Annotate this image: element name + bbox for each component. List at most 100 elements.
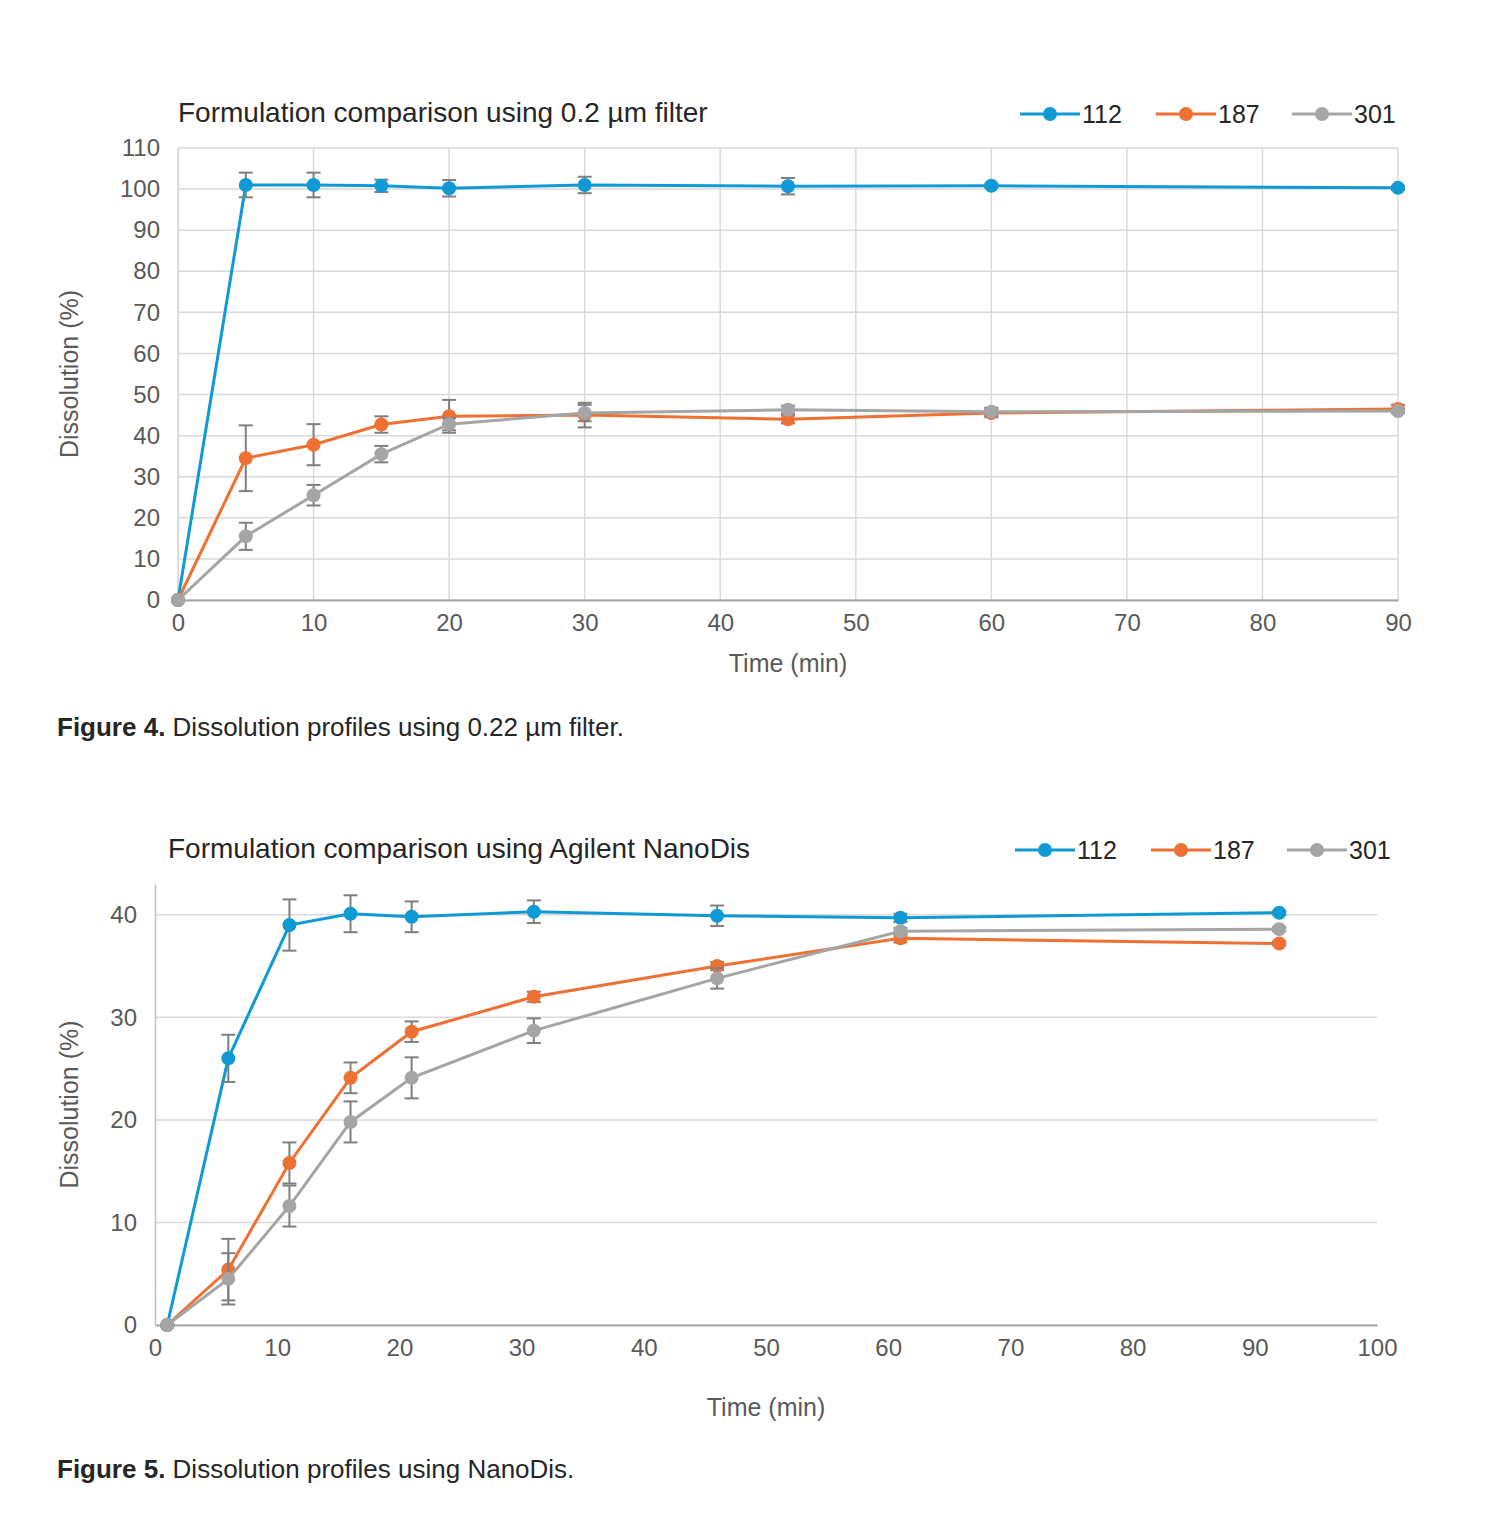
error-bar (442, 180, 456, 196)
grid-line-y (178, 312, 1398, 314)
series-line (178, 185, 1398, 600)
x-tick-label: 60 (875, 1334, 902, 1361)
data-point (344, 1071, 358, 1085)
error-bar-cap (578, 192, 592, 194)
grid-line-y (178, 558, 1398, 560)
series-line (178, 410, 1398, 600)
error-bar (307, 424, 321, 465)
x-tick-label: 30 (509, 1334, 536, 1361)
error-bar (282, 1142, 296, 1183)
data-point (527, 990, 541, 1004)
y-tick: 10 (133, 545, 178, 572)
error-bar (374, 416, 388, 432)
error-bar-cap (405, 931, 419, 933)
data-point (1391, 404, 1405, 418)
x-tick-label: 80 (1120, 1334, 1147, 1361)
data-point (344, 907, 358, 921)
error-bar (710, 906, 724, 927)
data-point (160, 1318, 174, 1332)
grid-line-y (155, 1017, 1377, 1019)
y-tick: 90 (133, 216, 178, 243)
legend-swatch-marker (1174, 843, 1188, 857)
error-bar-cap (282, 950, 296, 952)
error-bar-cap (405, 900, 419, 902)
caption: Figure 4. Dissolution profiles using 0.2… (57, 712, 624, 742)
y-tick-label: 100 (120, 175, 160, 202)
legend-label: 187 (1218, 100, 1260, 128)
data-point (282, 1156, 296, 1170)
grid-line-x (991, 148, 993, 600)
data-point (160, 1318, 174, 1332)
error-bar (710, 968, 724, 989)
data-point (221, 1272, 235, 1286)
x-tick: 60 (978, 600, 1005, 636)
error-bar-cap (239, 522, 253, 524)
x-tick-label: 10 (301, 609, 328, 636)
grid-line-y (178, 353, 1398, 355)
error-bar-cap (307, 423, 321, 425)
error-bar-cap (578, 176, 592, 178)
error-bar (374, 446, 388, 462)
y-tick-label: 40 (133, 422, 160, 449)
x-tick: 40 (707, 600, 734, 636)
error-bar (239, 523, 253, 550)
data-point (1272, 906, 1286, 920)
error-bar (307, 485, 321, 506)
x-axis: 0102030405060708090 (172, 600, 1412, 636)
error-bar (578, 403, 592, 428)
error-bar (221, 1035, 235, 1082)
y-axis-line (178, 149, 180, 601)
error-bar-cap (282, 1226, 296, 1228)
error-bar-cap (221, 1303, 235, 1305)
error-bar-cap (282, 1185, 296, 1187)
data-point (282, 1199, 296, 1213)
x-tick: 60 (875, 1325, 902, 1361)
error-bar-cap (578, 420, 592, 422)
y-tick: 80 (133, 257, 178, 284)
error-bar-cap (374, 415, 388, 417)
error-bar-cap (442, 432, 456, 434)
data-point (307, 438, 321, 452)
y-tick: 30 (133, 463, 178, 490)
y-tick-label: 40 (110, 901, 137, 928)
grid-line-x (855, 148, 857, 600)
chart: 0102030405060708090010203040506070809010… (55, 97, 1412, 742)
y-tick-label: 0 (124, 1311, 137, 1338)
chart-title: Formulation comparison using Agilent Nan… (168, 833, 750, 864)
chart: 0102030405060708090100010203040Formulati… (55, 833, 1398, 1484)
legend-item: 187 (1151, 836, 1255, 864)
error-bar-cap (239, 549, 253, 551)
error-bar-cap (307, 504, 321, 506)
error-bar-cap (578, 426, 592, 428)
data-point (1391, 181, 1405, 195)
y-tick: 30 (110, 1004, 155, 1031)
error-bar (282, 1186, 296, 1227)
error-bar-cap (710, 925, 724, 927)
y-tick-label: 70 (133, 299, 160, 326)
data-point (527, 1024, 541, 1038)
error-bar-cap (344, 894, 358, 896)
x-tick-label: 50 (753, 1334, 780, 1361)
error-bar (374, 180, 388, 192)
y-tick: 20 (110, 1106, 155, 1133)
x-axis-title: Time (min) (729, 649, 848, 677)
x-tick: 30 (572, 600, 599, 636)
error-bar (239, 425, 253, 491)
legend-label: 301 (1349, 836, 1391, 864)
y-tick-label: 20 (133, 504, 160, 531)
error-bar (282, 899, 296, 950)
series-line (167, 912, 1279, 1325)
data-point (171, 593, 185, 607)
error-bar-cap (442, 399, 456, 401)
data-point (344, 1115, 358, 1129)
error-bar-cap (527, 899, 541, 901)
x-tick: 90 (1385, 600, 1412, 636)
series-line (167, 938, 1279, 1325)
error-bar-cap (442, 195, 456, 197)
error-bar-cap (710, 967, 724, 969)
error-bar-cap (221, 1081, 235, 1083)
error-bar-cap (221, 1034, 235, 1036)
x-tick-label: 30 (572, 609, 599, 636)
data-point (239, 178, 253, 192)
data-point (171, 593, 185, 607)
